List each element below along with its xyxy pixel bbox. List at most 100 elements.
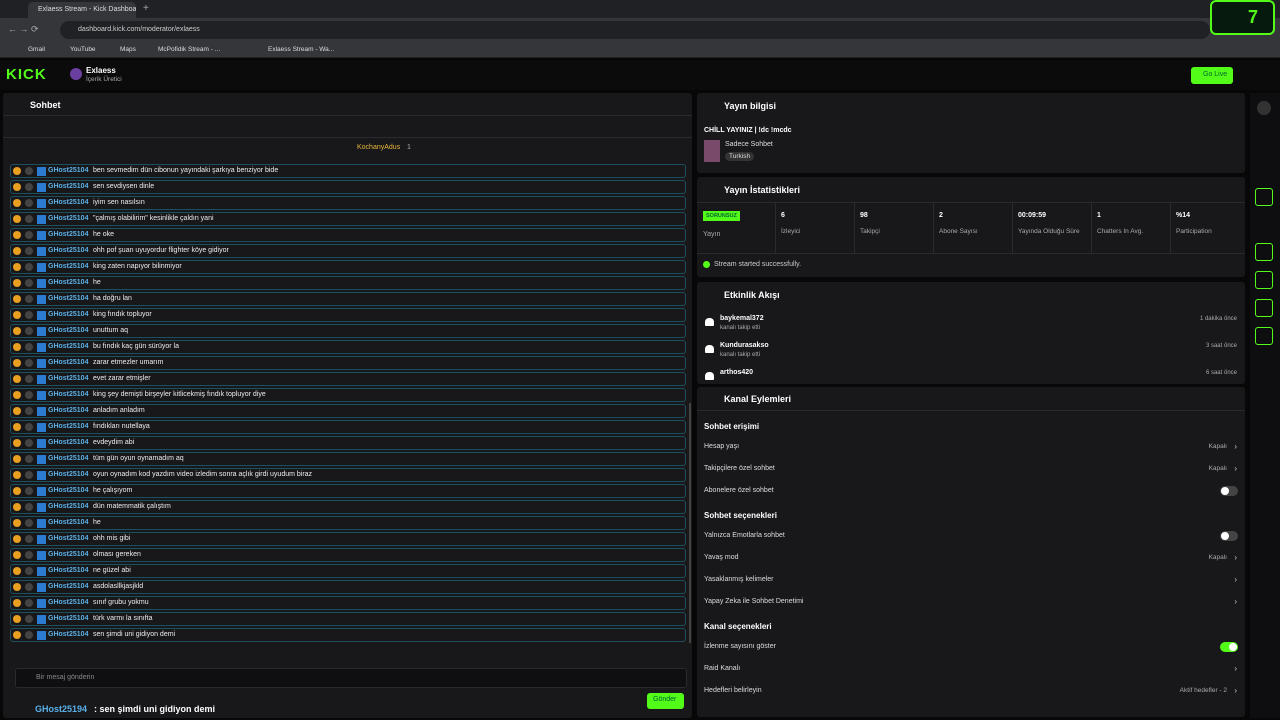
chat-message[interactable]: GHost25104 sen şimdi uni gidiyon demi <box>10 628 686 642</box>
setting-label[interactable]: Abonelere özel sohbet <box>704 487 774 494</box>
username[interactable]: GHost25104 <box>48 359 89 366</box>
username[interactable]: GHost25104 <box>48 567 89 574</box>
category[interactable]: Sadece Sohbet <box>725 141 773 148</box>
bookmark[interactable]: YouTube <box>70 46 96 53</box>
user-name[interactable]: Exlaess <box>86 66 116 75</box>
username[interactable]: GHost25104 <box>48 407 89 414</box>
event-user[interactable]: arthos420 <box>720 369 754 376</box>
username[interactable]: GHost25104 <box>48 455 89 462</box>
chat-message[interactable]: GHost25104 king fındık topluyor <box>10 308 686 322</box>
username[interactable]: GHost25104 <box>48 519 89 526</box>
username[interactable]: GHost25104 <box>48 311 89 318</box>
username[interactable]: GHost25104 <box>48 535 89 542</box>
chat-message[interactable]: GHost25104 anladım anladım <box>10 404 686 418</box>
username[interactable]: GHost25104 <box>48 599 89 606</box>
username[interactable]: GHost25104 <box>48 551 89 558</box>
setting-label[interactable]: Yavaş mod <box>704 554 739 561</box>
chat-message[interactable]: GHost25104 ben sevmedim dün cibonun yayın… <box>10 164 686 178</box>
username[interactable]: GHost25104 <box>48 583 89 590</box>
username[interactable]: GHost25104 <box>48 327 89 334</box>
setting-label[interactable]: Yasaklanmış kelimeler <box>704 576 774 583</box>
username[interactable]: GHost25104 <box>48 263 89 270</box>
chat-message[interactable]: GHost25104 oyun oynadım kod yazdım video … <box>10 468 686 482</box>
bookmark[interactable]: Gmail <box>28 46 45 53</box>
username[interactable]: GHost25104 <box>48 391 89 398</box>
chat-message[interactable]: GHost25104 ohh pof şuan uyuyordur flighte… <box>10 244 686 258</box>
send-button[interactable]: Gönder <box>647 693 684 709</box>
setting-label[interactable]: İzlenme sayısını göster <box>704 643 776 650</box>
username[interactable]: GHost25104 <box>48 247 89 254</box>
username[interactable]: GHost25104 <box>48 487 89 494</box>
chat-message[interactable]: GHost25104 dün matemmatik çalıştım <box>10 500 686 514</box>
username[interactable]: GHost25104 <box>48 423 89 430</box>
chat-input[interactable]: Bir mesaj gönderin <box>15 668 687 688</box>
chat-message[interactable]: GHost25104 he oke <box>10 228 686 242</box>
chat-message[interactable]: GHost25104 he <box>10 516 686 530</box>
tool-icon[interactable] <box>1255 271 1273 289</box>
chat-message[interactable]: GHost25104 ohh mis gibi <box>10 532 686 546</box>
chevron[interactable]: › <box>1234 464 1237 473</box>
chat-message[interactable]: GHost25104 unuttum aq <box>10 324 686 338</box>
chat-message[interactable]: GHost25104 ha doğru lan <box>10 292 686 306</box>
username[interactable]: GHost25104 <box>48 615 89 622</box>
chat-message[interactable]: GHost25104 iyim sen nasılsın <box>10 196 686 210</box>
chat-message[interactable]: GHost25104 bu fındık kaç gün sürüyor la <box>10 340 686 354</box>
chat-message[interactable]: GHost25104 ne güzel abi <box>10 564 686 578</box>
nav-buttons[interactable]: ← → ⟳ <box>8 24 39 34</box>
chat-message[interactable]: GHost25104 evet zarar etmişler <box>10 372 686 386</box>
username[interactable]: GHost25104 <box>48 375 89 382</box>
tool-icon[interactable] <box>1255 188 1273 206</box>
chat-message[interactable]: GHost25104 "çalmış olabilirim" kesinlikle… <box>10 212 686 226</box>
setting-label[interactable]: Takipçilere özel sohbet <box>704 465 775 472</box>
username[interactable]: GHost25104 <box>48 295 89 302</box>
chat-message[interactable]: GHost25104 evdeydim abi <box>10 436 686 450</box>
event-user[interactable]: Kundurasakso <box>720 342 769 349</box>
username[interactable]: GHost25104 <box>48 631 89 638</box>
username[interactable]: GHost25104 <box>48 167 89 174</box>
tab[interactable]: Exlaess Stream - Kick Dashboard <box>28 2 136 18</box>
username[interactable]: GHost25104 <box>48 183 89 190</box>
chevron[interactable]: › <box>1234 597 1237 606</box>
username[interactable]: GHost25104 <box>48 503 89 510</box>
toggle[interactable] <box>1220 531 1238 541</box>
chevron[interactable]: › <box>1234 575 1237 584</box>
toggle[interactable] <box>1220 642 1238 652</box>
setting-label[interactable]: Raid Kanalı <box>704 665 741 672</box>
chat-message[interactable]: GHost25104 türk varmı la sınıfta <box>10 612 686 626</box>
go-live[interactable]: Go Live <box>1191 67 1233 84</box>
setting-label[interactable]: Yalnızca Emotlarla sohbet <box>704 532 785 539</box>
chat-message[interactable]: GHost25104 sen sevdiysen dinle <box>10 180 686 194</box>
chat-message[interactable]: GHost25104 zarar etmezler umarım <box>10 356 686 370</box>
username[interactable]: GHost25104 <box>48 215 89 222</box>
chat-message[interactable]: GHost25104 he <box>10 276 686 290</box>
chat-message[interactable]: GHost25104 king şey demişti birşeyler kit… <box>10 388 686 402</box>
tool-icon[interactable] <box>1257 101 1271 115</box>
setting-label[interactable]: Hesap yaşı <box>704 443 740 450</box>
chevron[interactable]: › <box>1234 442 1237 451</box>
chat-message[interactable]: GHost25104 asdolasllkjasjkld <box>10 580 686 594</box>
tool-icon[interactable] <box>1255 299 1273 317</box>
bookmark[interactable]: McPofidik Stream - ... <box>158 46 221 53</box>
address-bar[interactable]: dashboard.kick.com/moderator/exlaess <box>60 21 1210 39</box>
username[interactable]: GHost25104 <box>48 343 89 350</box>
chat-message[interactable]: GHost25104 he çalışıyom <box>10 484 686 498</box>
chat-message[interactable]: GHost25104 fındıkları nutellaya <box>10 420 686 434</box>
event-user[interactable]: baykemal372 <box>720 315 764 322</box>
bookmark[interactable]: Exlaess Stream - Wa... <box>268 46 335 53</box>
setting-label[interactable]: Yapay Zeka ile Sohbet Denetimi <box>704 598 804 605</box>
chevron[interactable]: › <box>1234 553 1237 562</box>
username[interactable]: GHost25104 <box>48 231 89 238</box>
chat-message[interactable]: GHost25104 king zaten napıyor bilinmiyor <box>10 260 686 274</box>
setting-label[interactable]: Hedefleri belirleyin <box>704 687 762 694</box>
chat-message[interactable]: GHost25104 olması gereken <box>10 548 686 562</box>
chat-message[interactable]: GHost25104 sınıf grubu yokmu <box>10 596 686 610</box>
new-tab[interactable]: + <box>143 3 149 14</box>
username[interactable]: GHost25104 <box>48 279 89 286</box>
tool-icon[interactable] <box>1255 327 1273 345</box>
username[interactable]: GHost25104 <box>48 439 89 446</box>
chevron[interactable]: › <box>1234 686 1237 695</box>
bookmark[interactable]: Maps <box>120 46 136 53</box>
tool-icon[interactable] <box>1255 243 1273 261</box>
username[interactable]: GHost25104 <box>48 199 89 206</box>
chat-message[interactable]: GHost25104 tüm gün oyun oynamadım aq <box>10 452 686 466</box>
